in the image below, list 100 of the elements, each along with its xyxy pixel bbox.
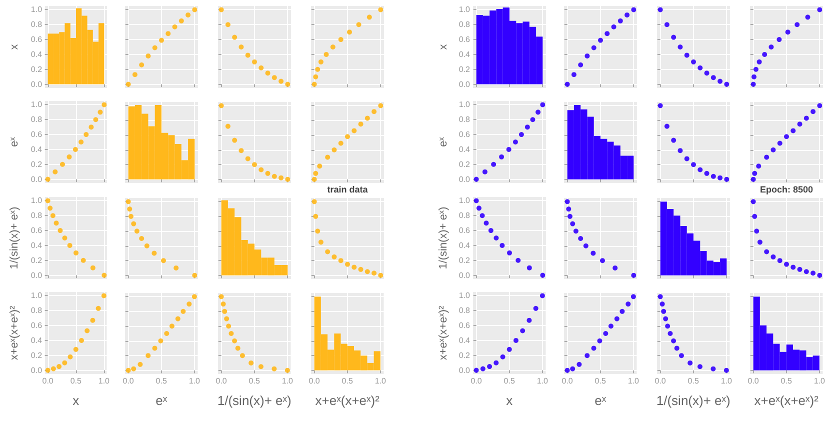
y-tick-label: 0.2 <box>30 350 43 360</box>
point <box>74 250 79 256</box>
point <box>718 175 723 180</box>
y-tick-label: 0.0 <box>30 174 43 184</box>
point <box>752 170 758 176</box>
point <box>146 53 151 58</box>
point <box>506 346 512 352</box>
y-tick-label: 0.2 <box>458 160 471 169</box>
point <box>50 366 56 372</box>
y-axis-title: x <box>8 44 20 50</box>
x-tick-label: 0.0 <box>308 376 320 386</box>
point <box>624 12 630 18</box>
point <box>564 199 570 204</box>
point <box>718 78 723 84</box>
point <box>126 82 131 87</box>
point <box>591 45 596 50</box>
point <box>332 254 337 260</box>
y-tick-label: 0.0 <box>458 366 471 375</box>
point <box>753 66 758 72</box>
point <box>614 316 620 322</box>
point <box>604 31 610 36</box>
point <box>312 82 317 87</box>
point <box>512 140 518 144</box>
point <box>225 22 230 28</box>
point <box>810 270 816 276</box>
point <box>578 62 584 68</box>
point <box>54 220 59 226</box>
y-axis-title: eˣ <box>438 136 450 147</box>
y-tick-label: 0.0 <box>30 80 43 89</box>
point <box>192 7 198 12</box>
y-tick-label: 0.0 <box>458 174 471 184</box>
point <box>313 214 318 219</box>
point <box>218 103 224 108</box>
y-tick-label: 1.0 <box>30 291 43 300</box>
point <box>218 294 224 300</box>
text: Epoch: 8500 <box>760 184 814 194</box>
point <box>754 228 760 234</box>
point <box>79 338 84 343</box>
point <box>192 294 197 300</box>
y-axis-title: x+eˣ(x+eˣ)² <box>8 306 20 360</box>
point <box>222 308 228 314</box>
y-tick-label: 1.0 <box>30 5 43 14</box>
point <box>724 176 730 182</box>
point <box>146 353 151 358</box>
point <box>691 59 696 64</box>
y-tick-label: 0.4 <box>30 50 43 59</box>
x-axis-title: 1/(sin(x)+ eˣ) <box>656 393 730 408</box>
point <box>248 360 254 366</box>
point <box>804 269 809 274</box>
point <box>764 154 770 160</box>
point <box>704 170 710 176</box>
point <box>526 265 532 270</box>
y-tick-label: 0.0 <box>30 270 43 280</box>
point <box>338 37 344 42</box>
point <box>566 206 572 212</box>
point <box>178 18 184 24</box>
point <box>352 128 357 134</box>
x-tick-label: 0.5 <box>688 376 700 386</box>
point <box>126 368 131 373</box>
point <box>530 117 536 122</box>
point <box>756 59 762 64</box>
point <box>169 324 174 329</box>
point <box>378 272 384 278</box>
x-tick-label: 1.0 <box>814 376 826 386</box>
point <box>482 169 488 174</box>
point <box>338 140 344 146</box>
point <box>591 346 596 351</box>
point <box>228 331 234 336</box>
point <box>164 331 170 336</box>
point <box>220 302 226 307</box>
point <box>265 170 270 176</box>
y-tick-label: 0.8 <box>30 211 43 220</box>
y-tick-label: 0.6 <box>458 35 471 44</box>
point <box>366 14 372 20</box>
point <box>278 78 284 84</box>
point <box>313 170 318 176</box>
point <box>618 18 623 24</box>
point <box>710 174 716 179</box>
point <box>324 52 329 57</box>
point <box>684 52 690 58</box>
point <box>583 243 588 248</box>
point <box>571 72 576 78</box>
point <box>688 360 693 366</box>
point <box>345 134 350 140</box>
point <box>159 38 164 43</box>
point <box>724 82 730 87</box>
point <box>724 368 729 373</box>
point <box>364 116 370 121</box>
point <box>488 228 494 234</box>
point <box>671 34 676 40</box>
x-axis-title: eˣ <box>594 393 607 408</box>
point <box>45 368 50 373</box>
x-axis-title: x+eˣ(x+eˣ)² <box>315 393 380 408</box>
point <box>608 324 614 329</box>
x-tick-label: 1.0 <box>282 376 294 386</box>
point <box>152 250 157 256</box>
point <box>536 110 541 115</box>
point <box>794 22 800 28</box>
point <box>332 147 337 152</box>
y-tick-label: 1.0 <box>458 196 471 206</box>
